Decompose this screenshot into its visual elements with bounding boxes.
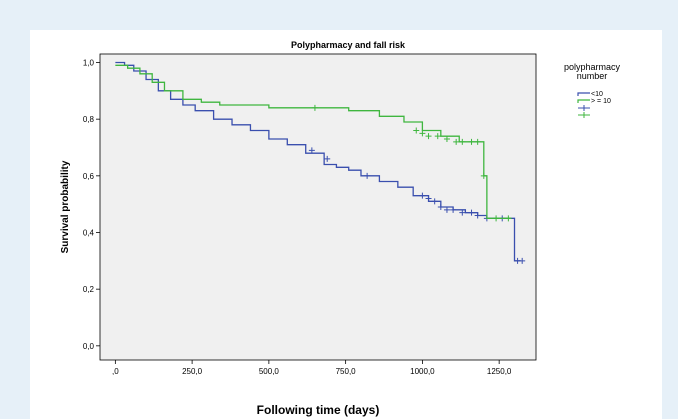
- censor-mark-1: [437, 204, 444, 210]
- censor-mark-1: [519, 257, 526, 264]
- legend-title: polypharmacy: [564, 62, 621, 72]
- legend-label: <10: [591, 91, 603, 98]
- y-tick-label: 0,6: [83, 172, 95, 181]
- x-axis-label: Following time (days): [257, 403, 380, 417]
- censor-mark-1: [468, 209, 475, 216]
- series-line-1: [115, 61, 521, 262]
- y-tick-label: 0,8: [83, 115, 95, 124]
- censor-mark-1: [450, 206, 457, 213]
- y-tick-label: 0,4: [83, 229, 95, 238]
- censor-mark-2: [505, 215, 512, 222]
- y-tick-label: 1,0: [83, 59, 95, 68]
- y-tick-label: 0,2: [83, 285, 95, 294]
- censor-mark-2: [453, 138, 460, 145]
- x-tick-label: 750,0: [336, 367, 357, 376]
- km-chart: Polypharmacy and fall risk Survival prob…: [60, 40, 621, 417]
- x-tick-label: 1250,0: [487, 367, 512, 376]
- censor-mark-1: [474, 212, 481, 219]
- censor-mark-2: [413, 127, 420, 134]
- censor-mark-2: [468, 138, 475, 145]
- y-tick-label: 0,0: [83, 342, 95, 351]
- legend-swatch: [577, 92, 590, 96]
- censor-mark-2: [459, 138, 466, 145]
- legend-swatch: [577, 99, 590, 103]
- censor-mark-1: [364, 172, 371, 179]
- censor-mark-2: [443, 136, 450, 142]
- censor-mark-2: [425, 133, 432, 140]
- x-tick-label: ,0: [112, 367, 119, 376]
- x-tick-label: 250,0: [182, 367, 203, 376]
- plot-area: [99, 53, 537, 361]
- censor-mark-1: [419, 192, 426, 199]
- censor-mark-1: [308, 147, 315, 154]
- censor-mark-1: [425, 195, 432, 202]
- legend-title: number: [577, 71, 608, 81]
- figure-panel: Polypharmacy and fall risk Survival prob…: [30, 30, 662, 419]
- censor-mark-1: [443, 206, 450, 213]
- censor-mark-2: [474, 138, 481, 145]
- x-tick-label: 1000,0: [410, 367, 435, 376]
- censor-mark-1: [324, 155, 331, 162]
- legend-censor-swatch: [578, 105, 590, 111]
- censor-mark-2: [419, 130, 426, 137]
- censor-mark-2: [434, 133, 441, 140]
- legend-label: > = 10: [591, 98, 611, 105]
- censor-mark-2: [480, 172, 487, 179]
- y-axis-label: Survival probability: [60, 160, 71, 253]
- censor-mark-1: [431, 198, 438, 205]
- censor-mark-2: [311, 104, 318, 111]
- chart-title: Polypharmacy and fall risk: [291, 40, 406, 50]
- legend-censor-swatch: [578, 112, 590, 118]
- censor-mark-2: [493, 215, 500, 222]
- x-tick-label: 500,0: [259, 367, 280, 376]
- censor-mark-1: [459, 209, 466, 216]
